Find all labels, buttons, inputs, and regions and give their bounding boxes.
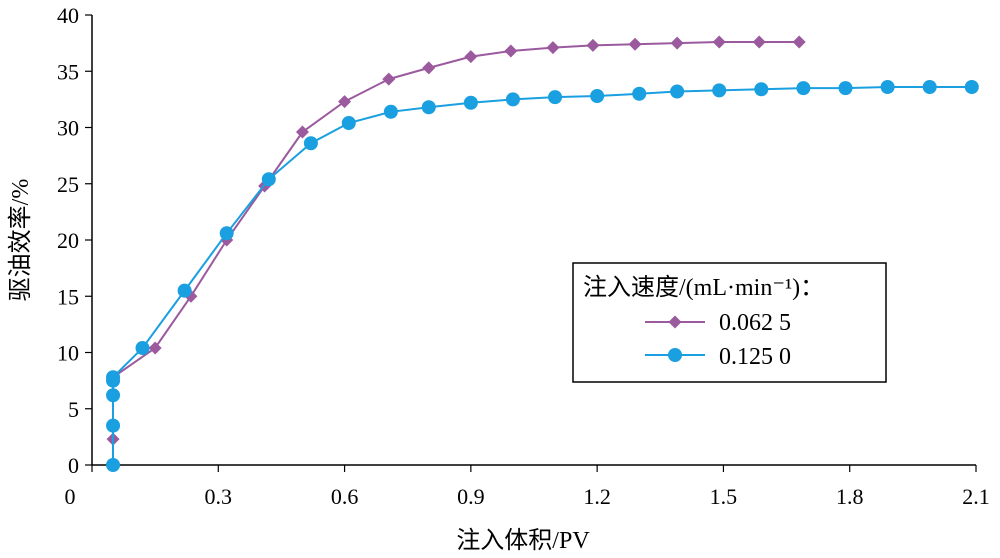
data-point	[505, 92, 520, 107]
data-point	[106, 388, 121, 403]
data-point	[546, 41, 560, 55]
x-tick-label: 0	[65, 484, 76, 509]
series-2	[106, 80, 979, 472]
data-point	[922, 80, 937, 94]
data-point	[341, 116, 356, 130]
data-point	[752, 35, 766, 49]
data-point	[838, 81, 853, 96]
data-point	[422, 61, 436, 75]
y-tick-label: 40	[57, 3, 79, 28]
data-point	[261, 172, 276, 187]
y-tick-label: 35	[57, 59, 79, 84]
y-axis-title: 驱油效率/%	[7, 179, 34, 302]
x-tick-label: 2.1	[962, 484, 990, 509]
data-point	[670, 84, 685, 99]
legend: 注入速度/(mL·min⁻¹)： 0.062 5 0.125 0	[572, 262, 887, 383]
data-point	[628, 37, 642, 51]
data-point	[464, 50, 478, 64]
x-tick-label: 0.3	[205, 484, 233, 509]
data-point	[796, 81, 811, 96]
data-point	[177, 283, 192, 298]
y-tick-label: 25	[57, 172, 79, 197]
data-point	[106, 370, 121, 385]
y-tick-label: 30	[57, 116, 79, 141]
data-point	[632, 86, 647, 101]
data-point	[880, 80, 895, 94]
axes: 0 5 10 15 20 25 30 35 40 0 0.3 0.6 0.9 1.2 1.5 1.8 2.1	[57, 3, 990, 509]
data-point	[148, 341, 162, 355]
data-point	[964, 80, 979, 94]
legend-label-2: 0.125 0	[719, 344, 791, 370]
legend-marker-2	[668, 348, 682, 362]
data-point	[383, 104, 398, 119]
data-point	[463, 95, 478, 110]
y-tick-label: 15	[57, 284, 79, 309]
x-tick-label: 0.6	[331, 484, 359, 509]
data-point	[754, 82, 769, 97]
legend-title: 注入速度/(mL·min⁻¹)：	[583, 274, 824, 301]
data-point	[382, 72, 396, 86]
x-tick-label: 0.9	[457, 484, 485, 509]
data-point	[586, 38, 600, 52]
legend-entry-1: 0.062 5	[645, 310, 791, 336]
y-tick-label: 5	[68, 397, 79, 422]
data-point	[106, 418, 121, 433]
data-point	[135, 341, 150, 355]
data-point	[548, 90, 563, 105]
data-point	[792, 35, 806, 49]
data-point	[421, 100, 436, 115]
legend-box	[572, 262, 887, 383]
data-point	[106, 458, 121, 472]
legend-marker-1	[668, 315, 682, 329]
data-point	[712, 35, 726, 49]
y-tick-label: 10	[57, 341, 79, 366]
series-1	[106, 35, 806, 446]
data-point	[219, 226, 234, 241]
x-tick-label: 1.2	[583, 484, 611, 509]
data-point	[303, 136, 318, 151]
data-point	[338, 95, 352, 109]
x-tick-label: 1.5	[710, 484, 738, 509]
data-point	[590, 89, 605, 103]
data-point	[295, 125, 309, 139]
legend-label-1: 0.062 5	[719, 310, 791, 336]
series-layer	[106, 35, 979, 472]
x-axis-title: 注入体积/PV	[456, 527, 590, 554]
legend-entry-2: 0.125 0	[645, 344, 791, 370]
data-point	[504, 44, 518, 58]
data-point	[712, 83, 727, 98]
data-point	[670, 36, 684, 50]
x-tick-label: 1.8	[836, 484, 864, 509]
y-tick-label: 0	[68, 453, 79, 478]
y-tick-label: 20	[57, 228, 79, 253]
